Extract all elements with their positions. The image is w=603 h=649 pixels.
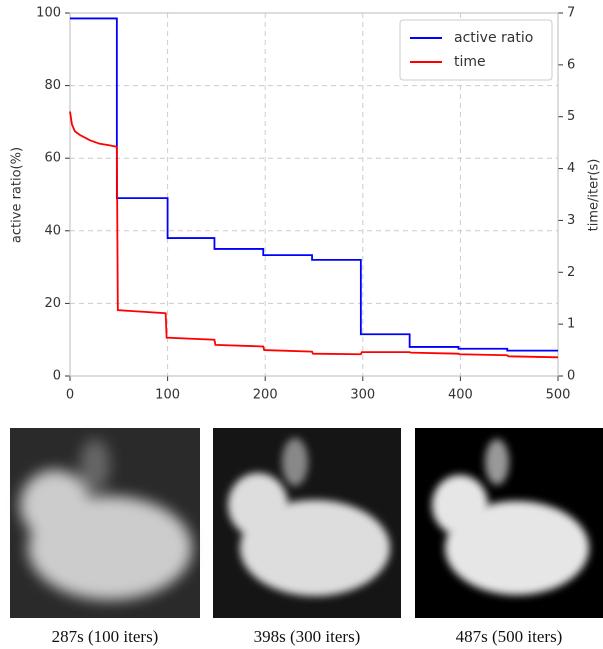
y2-tick-label: 3 bbox=[567, 213, 575, 228]
x-tick-label: 300 bbox=[350, 388, 375, 403]
render-2 bbox=[213, 428, 401, 618]
y-tick-label: 100 bbox=[36, 6, 61, 21]
render-1 bbox=[10, 428, 200, 618]
y-tick-label: 0 bbox=[53, 369, 61, 384]
y2-tick-label: 1 bbox=[567, 317, 575, 332]
x-tick-label: 0 bbox=[66, 388, 74, 403]
y-tick-label: 40 bbox=[44, 223, 61, 238]
y2-tick-label: 2 bbox=[567, 265, 575, 280]
y2-tick-label: 6 bbox=[567, 57, 575, 72]
x-tick-label: 100 bbox=[155, 388, 180, 403]
y2-tick-label: 5 bbox=[567, 109, 575, 124]
caption: 398s (300 iters) bbox=[254, 627, 361, 646]
x-tick-label: 400 bbox=[448, 388, 473, 403]
y-axis-label: active ratio(%) bbox=[10, 147, 25, 243]
y-tick-label: 20 bbox=[44, 296, 61, 311]
render-3 bbox=[415, 428, 603, 618]
y2-axis-label: time/iter(s) bbox=[587, 159, 602, 232]
y2-tick-label: 0 bbox=[567, 369, 575, 384]
y2-tick-label: 4 bbox=[567, 161, 575, 176]
x-tick-label: 500 bbox=[546, 388, 571, 403]
line bbox=[70, 112, 558, 358]
legend-label: time bbox=[454, 54, 486, 70]
y-tick-label: 80 bbox=[44, 78, 61, 93]
figure: 287s (100 iters) 398s (300 iters) 487s (… bbox=[0, 0, 603, 649]
x-tick-label: 200 bbox=[253, 388, 278, 403]
y2-tick-label: 7 bbox=[567, 6, 575, 21]
legend-box bbox=[400, 20, 552, 80]
legend-label: active ratio bbox=[454, 30, 533, 46]
y-tick-label: 60 bbox=[44, 151, 61, 166]
caption: 287s (100 iters) bbox=[52, 627, 159, 646]
caption: 487s (500 iters) bbox=[456, 627, 563, 646]
